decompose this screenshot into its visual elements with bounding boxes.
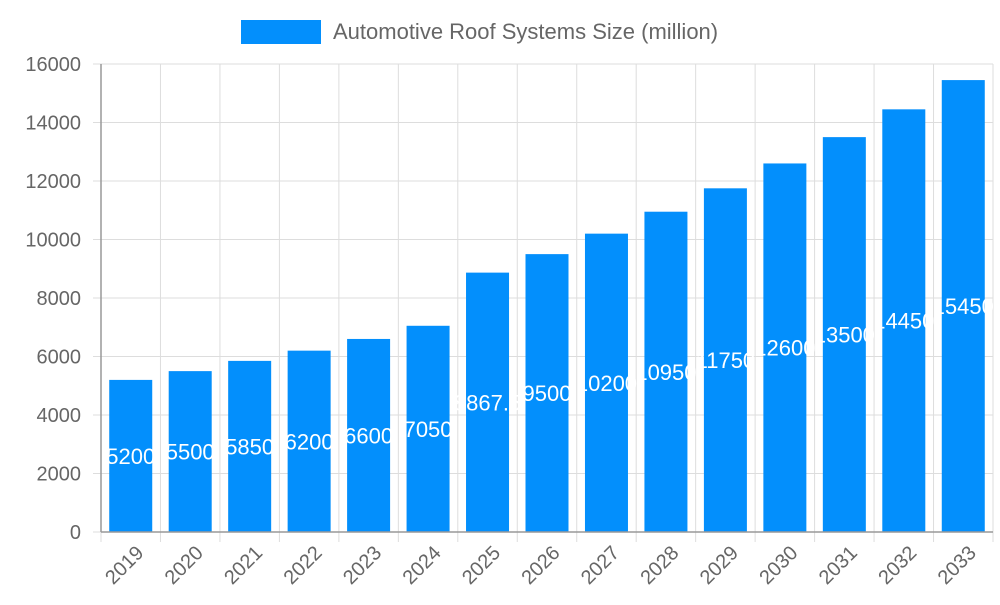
y-tick-label: 4000 — [37, 405, 82, 427]
bar — [525, 254, 569, 532]
x-tick-label: 2019 — [101, 542, 148, 589]
x-tick-label: 2028 — [636, 542, 683, 589]
bar — [584, 233, 628, 532]
y-tick-label: 10000 — [25, 230, 81, 252]
x-tick-label: 2020 — [161, 542, 208, 589]
bar — [882, 109, 926, 533]
bar — [466, 272, 510, 532]
x-tick-label: 2024 — [399, 542, 446, 589]
legend[interactable]: Automotive Roof Systems Size (million) — [241, 19, 718, 44]
x-tick-label: 2022 — [280, 542, 327, 589]
bar — [941, 80, 985, 533]
data-label: 9500 — [523, 381, 572, 406]
y-tick-label: 6000 — [37, 347, 82, 369]
y-tick-label: 16000 — [25, 54, 81, 76]
x-tick-label: 2021 — [220, 542, 267, 589]
x-tick-label: 2023 — [339, 542, 386, 589]
data-label: 10200 — [576, 371, 637, 396]
x-tick-label: 2030 — [755, 542, 802, 589]
bars — [109, 80, 985, 533]
bar — [228, 360, 272, 532]
x-tick-label: 2026 — [518, 542, 565, 589]
bar — [406, 325, 450, 532]
bar — [168, 371, 212, 532]
data-label: 8867.5 — [454, 390, 521, 415]
data-label: 13500 — [814, 323, 875, 348]
x-tick-label: 2033 — [934, 542, 981, 589]
data-label: 14450 — [873, 309, 934, 334]
data-label: 7050 — [404, 417, 453, 442]
x-tick-label: 2027 — [577, 542, 624, 589]
grid — [93, 63, 994, 542]
y-tick-label: 0 — [70, 522, 81, 544]
data-label: 5500 — [166, 440, 215, 465]
bar — [763, 163, 807, 532]
x-tick-label: 2032 — [874, 542, 921, 589]
data-label: 15450 — [933, 294, 994, 319]
data-label: 5200 — [106, 444, 155, 469]
y-tick-label: 8000 — [37, 288, 82, 310]
bar — [822, 137, 866, 532]
data-label: 5850 — [225, 434, 274, 459]
x-tick-label: 2029 — [696, 542, 743, 589]
y-tick-label: 14000 — [25, 113, 81, 135]
data-label: 12600 — [754, 336, 815, 361]
legend-label: Automotive Roof Systems Size (million) — [333, 19, 718, 44]
bar — [109, 379, 153, 532]
y-tick-label: 12000 — [25, 171, 81, 193]
y-tick-label: 2000 — [37, 464, 82, 486]
data-label: 10950 — [635, 360, 696, 385]
bar — [703, 188, 747, 532]
bar — [287, 350, 331, 532]
x-tick-label: 2031 — [815, 542, 862, 589]
data-label: 6600 — [344, 423, 393, 448]
bar — [347, 338, 391, 532]
bar — [644, 211, 688, 532]
data-label: 11750 — [696, 348, 756, 373]
legend-swatch — [241, 20, 321, 44]
x-tick-label: 2025 — [458, 542, 505, 589]
data-label: 6200 — [285, 429, 334, 454]
